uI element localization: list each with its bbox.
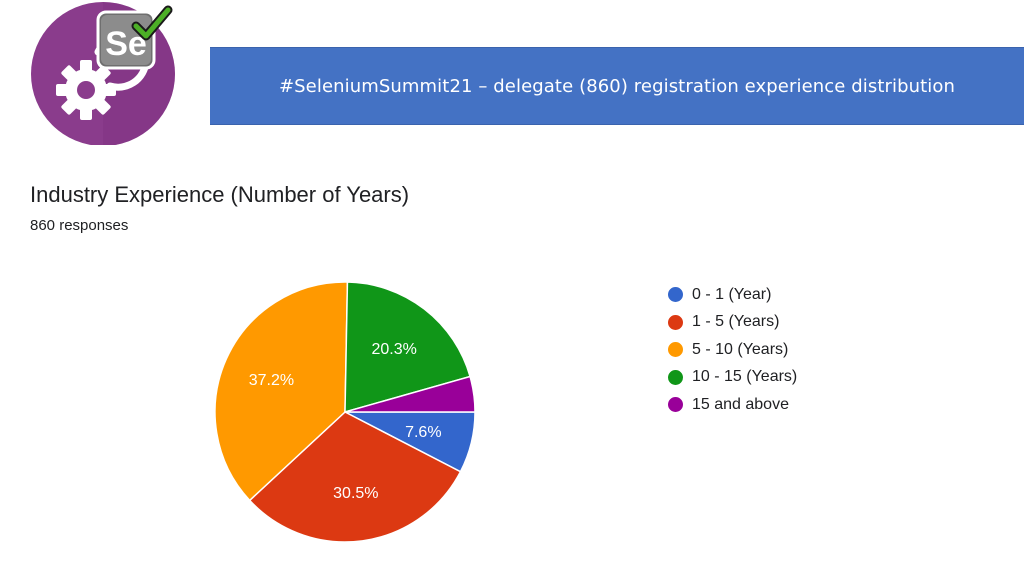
slice-label-0: 7.6%: [405, 424, 441, 441]
legend-swatch-1: [668, 314, 683, 330]
title-banner: #SeleniumSummit21 – delegate (860) regis…: [210, 47, 1024, 125]
legend-swatch-2: [668, 342, 683, 358]
legend-swatch-3: [668, 369, 683, 385]
legend-item-0: 0 - 1 (Year): [668, 281, 797, 309]
slice-label-3: 20.3%: [372, 341, 417, 358]
legend-label-3: 10 - 15 (Years): [692, 368, 798, 386]
pie-slice-2: [214, 281, 349, 502]
pie-slice-1: [248, 411, 462, 543]
legend-item-2: 5 - 10 (Years): [668, 336, 797, 364]
chart-legend: 0 - 1 (Year) 1 - 5 (Years) 5 - 10 (Years) 1…: [668, 281, 797, 419]
slice-label-1: 30.5%: [333, 485, 378, 502]
legend-item-3: 10 - 15 (Years): [668, 364, 797, 392]
pie-slice-3: [344, 281, 471, 413]
legend-swatch-4: [668, 397, 683, 413]
pie-slice-4: [344, 375, 476, 413]
legend-swatch-0: [668, 287, 683, 303]
selenium-logo-icon: Se: [31, 2, 175, 145]
legend-item-1: 1 - 5 (Years): [668, 309, 797, 337]
chart-title: Industry Experience (Number of Years): [30, 182, 410, 207]
legend-label-4: 15 and above: [692, 395, 789, 413]
slice-label-2: 37.2%: [249, 372, 294, 389]
legend-item-4: 15 and above: [668, 391, 797, 419]
banner-title: #SeleniumSummit21 – delegate (860) regis…: [278, 75, 956, 97]
legend-label-0: 0 - 1 (Year): [692, 285, 772, 303]
chart-subtitle: 860 responses: [30, 217, 129, 234]
legend-label-1: 1 - 5 (Years): [692, 313, 780, 331]
legend-label-2: 5 - 10 (Years): [692, 340, 789, 358]
